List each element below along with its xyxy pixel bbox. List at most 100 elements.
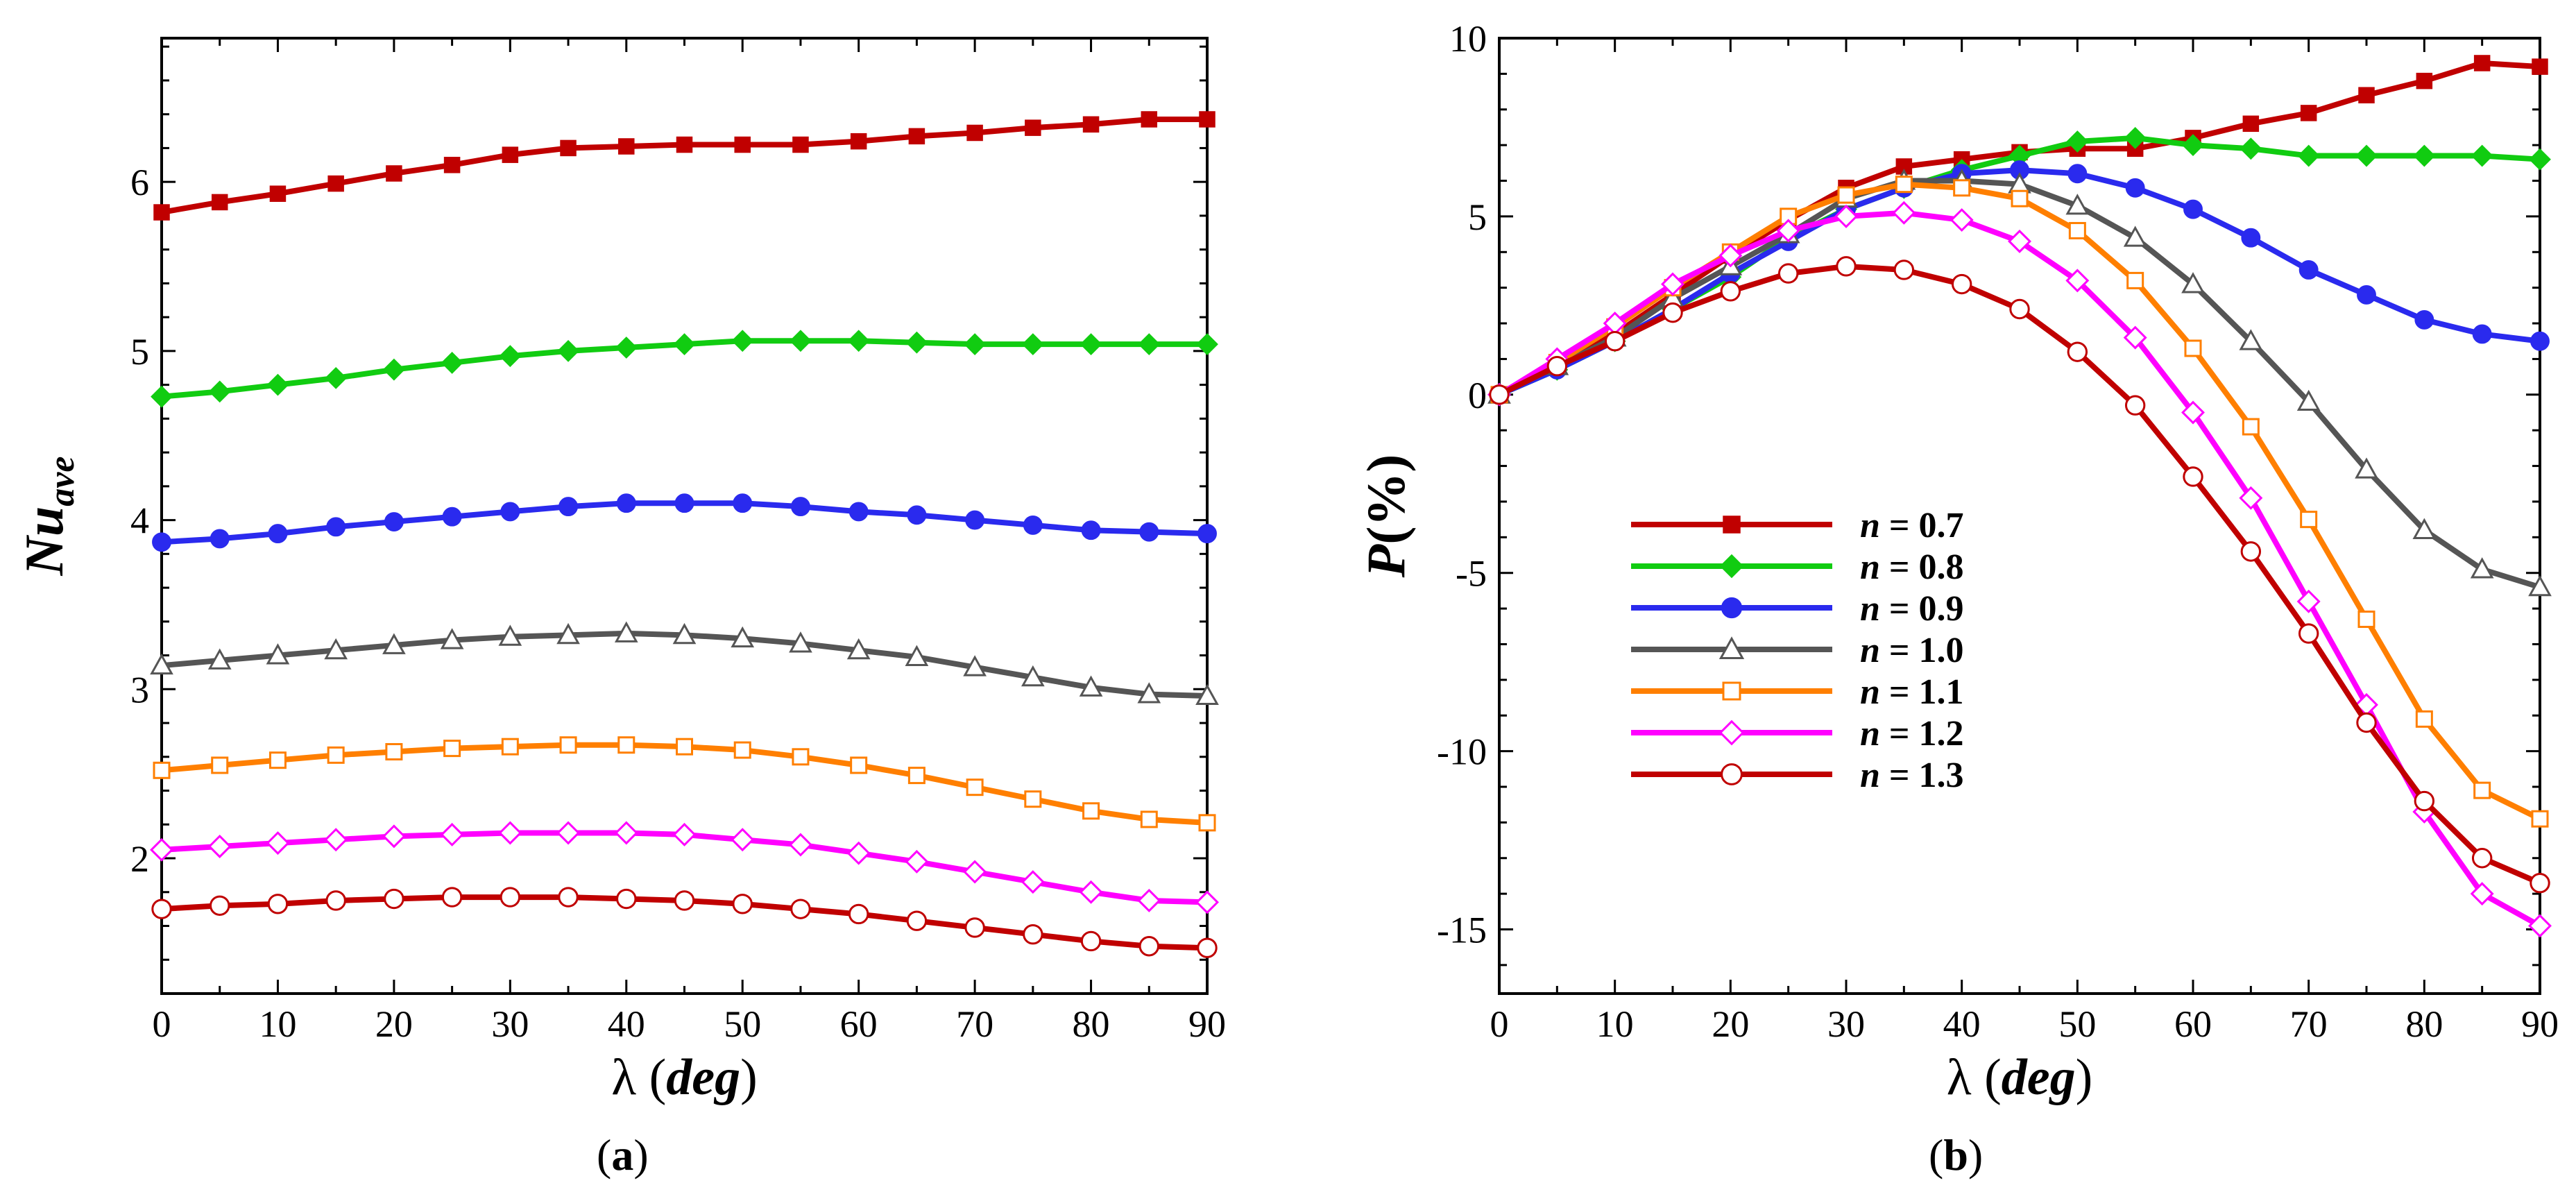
- data-point: [733, 741, 751, 759]
- data-point: [789, 631, 812, 653]
- data-point: [2471, 144, 2493, 167]
- data-point: [1080, 333, 1102, 356]
- data-point: [1025, 119, 1041, 136]
- x-tick-label: 30: [1827, 1003, 1865, 1045]
- legend-item: n = 0.9: [1631, 589, 1964, 629]
- data-point: [1137, 682, 1161, 704]
- x-tick-label: 70: [956, 1003, 993, 1045]
- y-tick-label: 5: [1468, 196, 1487, 238]
- data-point: [850, 133, 867, 150]
- data-point: [558, 887, 579, 908]
- data-point: [440, 628, 464, 649]
- data-point: [1951, 273, 1972, 295]
- data-point: [907, 767, 926, 785]
- data-point: [1662, 302, 1683, 323]
- legend-marker: [1722, 681, 1741, 701]
- data-point: [964, 917, 985, 938]
- x-tick-label: 0: [1490, 1003, 1509, 1045]
- data-point: [2066, 130, 2089, 153]
- data-point: [1834, 204, 1858, 228]
- legend-label: n = 0.7: [1860, 506, 1964, 545]
- data-point: [207, 648, 232, 670]
- legend-marker: [1721, 597, 1743, 619]
- series-6: [151, 887, 1218, 958]
- data-point: [2355, 144, 2378, 167]
- data-point: [324, 828, 348, 852]
- data-point: [150, 837, 173, 862]
- data-point: [672, 622, 697, 645]
- x-axis-title: λ (deg): [611, 1049, 758, 1106]
- data-point: [501, 738, 519, 756]
- data-point: [2415, 710, 2433, 728]
- legend-label: n = 0.8: [1860, 547, 1964, 587]
- data-point: [210, 895, 230, 916]
- series-4: [153, 736, 1216, 832]
- data-point: [1777, 263, 1799, 284]
- data-point: [2239, 486, 2263, 510]
- data-point: [846, 638, 871, 660]
- data-point: [731, 330, 754, 352]
- data-point: [2239, 329, 2263, 350]
- data-point: [790, 497, 810, 517]
- data-point: [2065, 194, 2090, 215]
- data-point: [1837, 186, 1855, 204]
- data-point: [382, 824, 406, 849]
- legend: n = 0.7n = 0.8n = 0.9n = 1.0n = 1.1n = 1…: [1631, 506, 1964, 795]
- legend-label: n = 1.0: [1860, 631, 1964, 670]
- data-point: [2528, 574, 2552, 597]
- legend-item: n = 1.0: [1631, 631, 1964, 670]
- data-point: [1661, 272, 1684, 296]
- data-point: [617, 736, 636, 754]
- data-point: [2067, 164, 2088, 184]
- data-point: [1199, 111, 1216, 128]
- data-point: [1140, 810, 1158, 828]
- chart-a: 0 10 20 30 40 50 60 70 80 90 2 3 4 5 6 λ (deg) Nuave: [14, 37, 1226, 1106]
- x-tick-label: 30: [491, 1003, 529, 1045]
- series-2: [152, 493, 1217, 552]
- data-point: [732, 894, 753, 914]
- legend-item: n = 0.8: [1631, 547, 1964, 587]
- data-point: [963, 860, 987, 884]
- series-4: [1490, 176, 2549, 828]
- data-point: [1196, 333, 1218, 356]
- data-point: [2531, 810, 2549, 828]
- data-point: [2532, 58, 2548, 75]
- data-point: [908, 128, 926, 145]
- data-point: [1138, 333, 1161, 356]
- data-point: [2296, 589, 2321, 613]
- data-point: [2181, 400, 2205, 425]
- data-point: [500, 502, 520, 522]
- data-point: [846, 841, 871, 865]
- data-point: [2182, 134, 2204, 157]
- data-point: [560, 139, 577, 157]
- data-point: [966, 778, 984, 797]
- data-point: [614, 621, 638, 642]
- data-point: [2414, 790, 2435, 812]
- x-tick-label: 10: [259, 1003, 296, 1045]
- data-point: [1137, 888, 1161, 912]
- data-point: [2008, 229, 2031, 253]
- data-point: [905, 645, 929, 666]
- legend-item: n = 0.7: [1631, 506, 1964, 545]
- data-point: [1489, 384, 1510, 405]
- data-point: [1080, 930, 1102, 952]
- data-point: [1718, 244, 1743, 268]
- data-point: [1024, 790, 1042, 808]
- data-point: [2183, 466, 2203, 487]
- series-3: [150, 621, 1219, 705]
- data-point: [2125, 178, 2145, 198]
- legend-label: n = 1.3: [1860, 756, 1964, 795]
- x-tick-label: 20: [1712, 1003, 1749, 1045]
- data-point: [1953, 179, 1971, 197]
- x-tick-label: 90: [2521, 1003, 2559, 1045]
- data-point: [498, 624, 522, 646]
- series-line: [1498, 60, 2541, 398]
- plot-frame: [160, 37, 1209, 995]
- y-axis-title: P(%): [1356, 454, 1416, 579]
- data-point: [2241, 228, 2261, 248]
- data-point: [268, 524, 288, 544]
- data-point: [266, 373, 289, 396]
- data-point: [1139, 522, 1159, 542]
- data-point: [1195, 890, 1219, 914]
